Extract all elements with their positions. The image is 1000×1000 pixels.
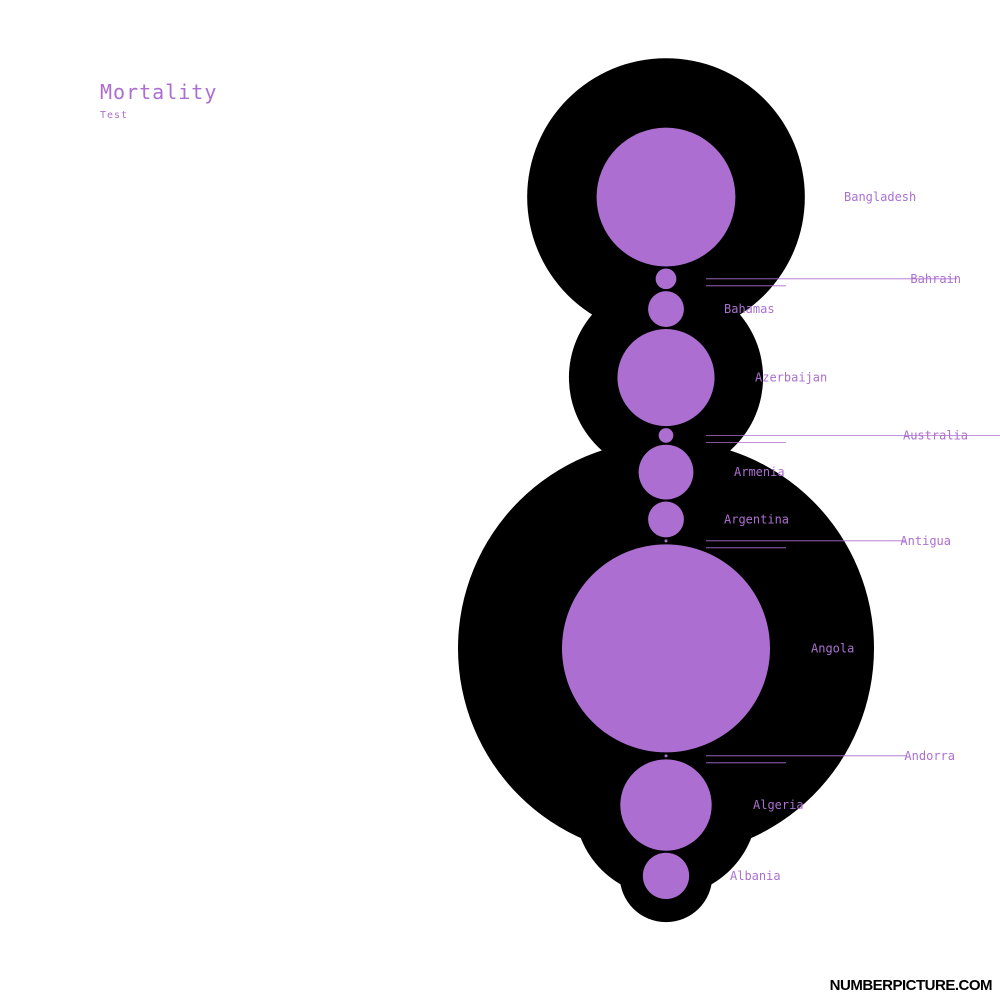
label-azerbaijan: Azerbaijan	[755, 371, 827, 385]
label-andorra: Andorra	[904, 749, 955, 763]
bubble-bangladesh	[596, 127, 736, 267]
chart-subtitle: Test	[100, 110, 129, 121]
leader-layer	[706, 278, 1000, 764]
bubble-armenia	[638, 444, 694, 500]
label-bahamas: Bahamas	[724, 302, 775, 316]
bubble-bahamas	[648, 291, 684, 328]
bubble-australia	[658, 428, 674, 443]
bubble-albania	[642, 852, 690, 899]
bubble-algeria	[620, 759, 712, 851]
label-armenia: Armenia	[734, 465, 785, 479]
bubble-bahrain	[655, 268, 677, 290]
label-bahrain: Bahrain	[910, 272, 961, 286]
bubble-argentina	[648, 501, 684, 538]
label-layer: Albania Algeria Andorra Angola Antigua Argent…	[724, 190, 968, 883]
chart-title: Mortality	[100, 80, 218, 104]
label-bangladesh: Bangladesh	[844, 190, 916, 204]
label-antigua: Antigua	[900, 534, 951, 548]
label-angola: Angola	[811, 641, 854, 655]
label-argentina: Argentina	[724, 512, 789, 526]
bubble-layer	[562, 127, 770, 899]
bubble-antigua	[664, 539, 668, 543]
brand-logo: NUMBERPICTURE.COM	[829, 977, 993, 994]
bubble-angola	[562, 544, 770, 753]
label-algeria: Algeria	[753, 798, 804, 812]
label-australia: Australia	[903, 428, 968, 442]
label-albania: Albania	[730, 869, 781, 883]
bubble-andorra	[664, 754, 668, 758]
bubble-azerbaijan	[617, 329, 715, 427]
